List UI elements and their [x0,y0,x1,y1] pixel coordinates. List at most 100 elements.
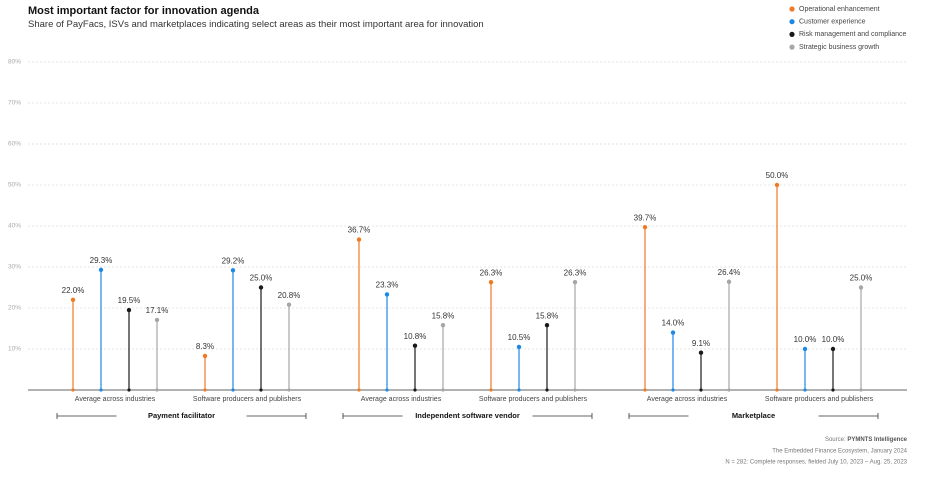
legend-label: Customer experience [799,19,866,26]
lollipop-base [643,388,647,392]
value-label: 25.0% [250,274,273,283]
lollipop-head [356,237,362,242]
lollipop-head [670,330,676,335]
group-label: Independent software vendor [415,411,520,420]
lollipop-base [545,388,549,392]
lollipop-head [802,346,808,352]
x-tick-label: Average across industries [361,396,442,403]
value-label: 15.8% [536,311,559,320]
lollipop-head [126,307,132,313]
lollipop-head [286,302,292,307]
group-label-bg [688,410,819,422]
lollipop-head [830,346,836,352]
value-label: 20.8% [278,291,301,300]
legend-swatch [789,31,795,37]
lollipop-base [385,388,389,392]
value-label: 39.7% [634,213,657,222]
group-label: Payment facilitator [148,411,215,420]
lollipop-head [440,323,446,328]
lollipop-base [71,388,75,392]
x-tick-label: Software producers and publishers [479,396,588,403]
lollipop-head [858,285,864,290]
lollipop-head [726,279,732,284]
y-tick-label: 70% [8,100,21,107]
x-tick-label: Software producers and publishers [765,396,874,403]
source-name: PYMNTS Intelligence [847,437,907,443]
value-label: 9.1% [692,339,710,348]
group-label-bg [116,410,247,422]
source-prefix: Source: [825,437,846,443]
lollipop-head [774,182,780,188]
lollipop-base [231,388,235,392]
lollipop-head [544,323,550,328]
source: Source: PYMNTS Intelligence [825,437,908,443]
lollipop-base [775,388,779,392]
lollipop-base [155,388,159,392]
lollipop-base [287,388,291,392]
lollipop-head [642,225,648,230]
value-label: 22.0% [62,286,85,295]
value-label: 14.0% [662,319,685,328]
value-label: 26.4% [718,268,741,277]
value-label: 19.5% [118,296,141,305]
x-tick-label: Software producers and publishers [193,396,302,403]
value-label: 8.3% [196,342,214,351]
lollipop-head [258,285,264,290]
y-tick-label: 10% [8,346,21,353]
value-label: 25.0% [850,274,873,283]
lollipop-head [698,350,704,355]
value-label: 29.2% [222,256,245,265]
y-tick-label: 60% [8,141,21,148]
lollipop-head [70,297,76,302]
lollipop-head [154,317,160,323]
lollipop-head [488,279,494,285]
legend-label: Operational enhancement [799,6,880,13]
value-label: 10.5% [508,333,531,342]
chart-subtitle: Share of PayFacs, ISVs and marketplaces … [28,19,484,30]
y-tick-label: 40% [8,223,21,230]
legend-swatch [789,19,795,25]
x-tick-label: Average across industries [75,396,156,403]
lollipop-base [441,388,445,392]
y-tick-label: 80% [8,59,21,66]
value-label: 10.8% [404,332,427,341]
lollipop-base [803,388,807,392]
lollipop-head [202,353,208,359]
legend-label: Risk management and compliance [799,31,906,38]
lollipop-head [412,343,418,348]
lollipop-base [259,388,263,392]
value-label: 23.3% [376,281,399,290]
value-label: 15.8% [432,311,455,320]
source-note: N = 282: Complete responses, fielded Jul… [725,460,907,466]
lollipop-base [489,388,493,392]
lollipop-base [99,388,103,392]
lollipop-base [699,388,703,392]
lollipop-base [573,388,577,392]
lollipop-base [671,388,675,392]
value-label: 29.3% [90,256,113,265]
lollipop-base [517,388,521,392]
lollipop-base [727,388,731,392]
lollipop-base [127,388,131,392]
value-label: 10.0% [822,335,845,344]
chart-title: Most important factor for innovation age… [28,5,260,17]
lollipop-base [831,388,835,392]
group-label: Marketplace [732,411,775,420]
lollipop-head [516,344,522,350]
lollipop-head [98,267,104,273]
source-note: The Embedded Finance Ecosystem, January … [772,449,907,455]
value-label: 36.7% [348,226,371,235]
y-tick-label: 20% [8,305,21,312]
value-label: 50.0% [766,171,789,180]
lollipop-head [572,279,578,285]
header: Most important factor for innovation age… [28,5,498,31]
lollipop-base [357,388,361,392]
legend-swatch [789,6,795,12]
y-tick-label: 30% [8,264,21,271]
y-tick-label: 50% [8,182,21,189]
lollipop-base [203,388,207,392]
lollipop-head [230,268,236,273]
legend-label: Strategic business growth [799,44,879,51]
